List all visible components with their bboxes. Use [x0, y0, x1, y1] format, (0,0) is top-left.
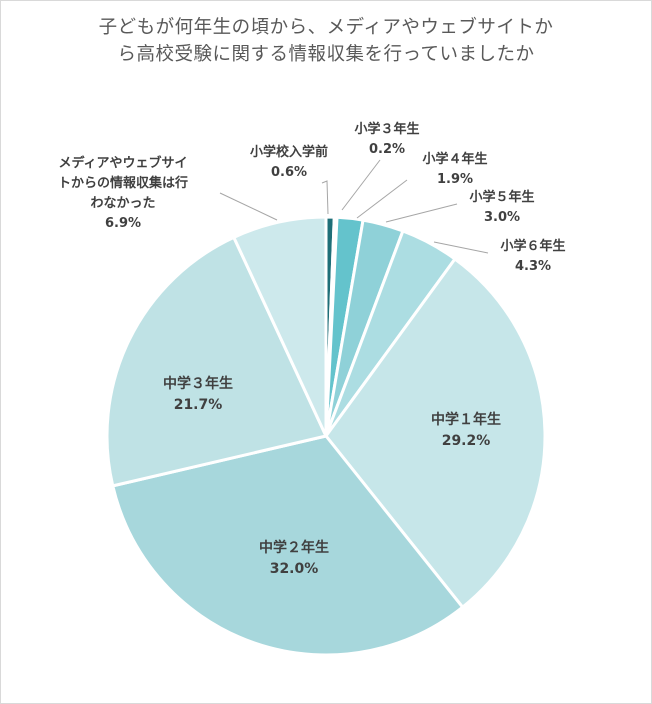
- slice-value-7: 32.0%: [270, 561, 319, 577]
- slice-value-9: 6.9%: [105, 216, 141, 231]
- slice-value-8: 21.7%: [174, 397, 223, 413]
- slice-labels: 小学校入学前 0.6% 小学３年生 0.2% 小学４年生 1.9% 小学５年生 3.0% 小学６…: [58, 121, 566, 577]
- slice-label-9: メディアやウェブサイトからの情報収集は行わなかった 6.9%: [58, 155, 188, 231]
- slice-value-3: 1.9%: [437, 172, 473, 187]
- slice-name-9: わなかった: [90, 196, 155, 211]
- slice-name-7: 中学２年生: [259, 539, 329, 556]
- slice-label-2: 小学３年生 0.2%: [354, 121, 419, 157]
- slice-name-1: 小学校入学前: [250, 144, 328, 160]
- leader-line-9: [219, 192, 278, 221]
- chart-title: 子どもが何年生の頃から、メディアやウェブサイトか ら高校受験に関する情報収集を行…: [0, 14, 652, 68]
- slice-label-8: 中学３年生 21.7%: [163, 375, 233, 413]
- slice-name-9: トからの情報収集は行: [58, 175, 188, 191]
- slice-name-9: メディアやウェブサイ: [58, 155, 187, 171]
- slice-value-5: 4.3%: [515, 259, 551, 274]
- pie-slices: [105, 215, 547, 657]
- leader-line-1: [321, 180, 329, 215]
- slice-label-3: 小学４年生 1.9%: [422, 151, 487, 187]
- leader-line-2: [341, 159, 381, 211]
- slice-name-2: 小学３年生: [354, 121, 419, 137]
- slice-value-1: 0.6%: [271, 165, 307, 180]
- slice-name-5: 小学６年生: [500, 238, 565, 254]
- slice-label-5: 小学６年生 4.3%: [500, 238, 565, 274]
- leader-line-4: [385, 203, 458, 223]
- pie-slice-9: [232, 215, 328, 438]
- chart-title-line-1: 子どもが何年生の頃から、メディアやウェブサイトか: [98, 17, 554, 38]
- slice-label-7: 中学２年生 32.0%: [259, 539, 329, 577]
- leader-line-5: [433, 241, 489, 254]
- chart-title-line-2: ら高校受験に関する情報収集を行っていましたか: [117, 44, 535, 65]
- pie-slice-7: [111, 434, 465, 657]
- slice-value-2: 0.2%: [369, 142, 405, 157]
- slice-name-3: 小学４年生: [422, 151, 487, 167]
- slice-value-4: 3.0%: [484, 210, 520, 225]
- slice-value-6: 29.2%: [442, 433, 491, 449]
- slice-label-6: 中学１年生 29.2%: [431, 411, 501, 449]
- slice-name-4: 小学５年生: [469, 189, 534, 205]
- slice-label-1: 小学校入学前 0.6%: [250, 144, 328, 180]
- slice-name-8: 中学３年生: [163, 375, 233, 392]
- leader-line-3: [356, 179, 408, 219]
- slice-name-6: 中学１年生: [431, 411, 501, 428]
- slice-label-4: 小学５年生 3.0%: [469, 189, 534, 225]
- pie-slice-6: [324, 257, 547, 609]
- leader-lines: [219, 159, 489, 254]
- pie-slice-8: [105, 235, 328, 488]
